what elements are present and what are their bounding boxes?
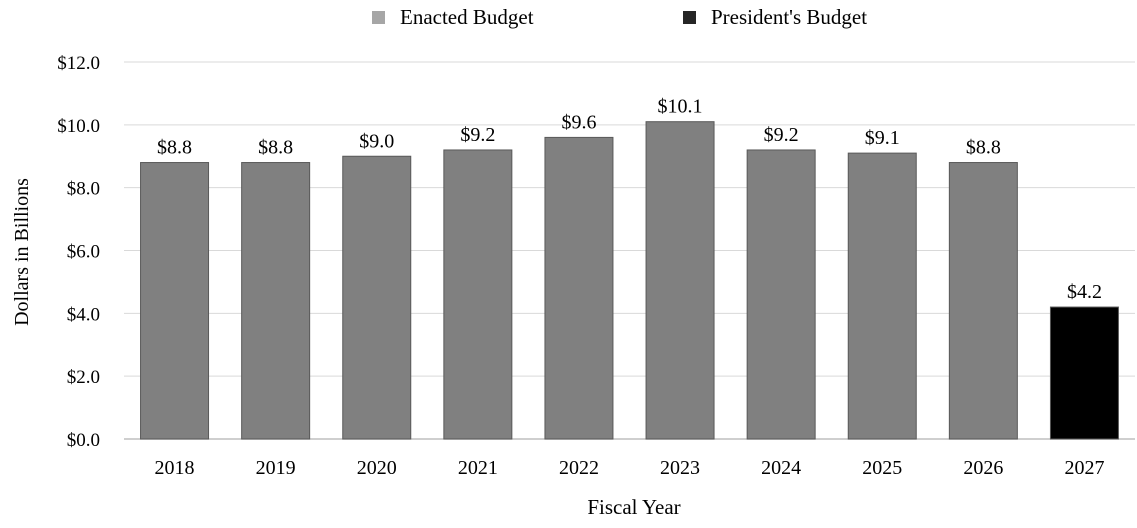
y-tick-label: $12.0 (57, 53, 100, 74)
x-tick-label: 2026 (963, 457, 1003, 479)
y-tick-label: $0.0 (67, 430, 100, 451)
data-label-2020: $9.0 (359, 130, 394, 152)
y-axis-ticks: $0.0 $2.0 $4.0 $6.0 $8.0 $10.0 $12.0 (57, 53, 100, 451)
legend-label-presidents: President's Budget (711, 5, 867, 29)
bars (140, 121, 1119, 440)
legend-swatch-enacted (372, 11, 385, 24)
data-label-2018: $8.8 (157, 137, 192, 159)
y-tick-label: $6.0 (67, 242, 100, 263)
y-tick-label: $2.0 (67, 367, 100, 388)
x-axis-ticks: 2018 2019 2020 2021 2022 2023 2024 2025 2026 2027 (155, 457, 1105, 479)
bar-2026 (948, 162, 1018, 440)
x-tick-label: 2020 (357, 457, 397, 479)
data-labels: $8.8 $8.8 $9.0 $9.2 $9.6 $10.1 $9.2 $9.1 $8.8 $4.… (157, 96, 1102, 303)
bar-2025 (847, 152, 917, 440)
bar-2024 (746, 149, 816, 440)
x-tick-label: 2022 (559, 457, 599, 479)
bar-2027 (1049, 306, 1119, 440)
data-label-2023: $10.1 (658, 96, 703, 118)
data-label-2024: $9.2 (764, 124, 799, 146)
y-tick-label: $10.0 (57, 116, 100, 137)
legend: Enacted Budget President's Budget (372, 5, 867, 29)
legend-swatch-presidents (683, 11, 696, 24)
data-label-2022: $9.6 (561, 111, 596, 133)
bar-2023 (645, 121, 715, 440)
x-tick-label: 2024 (761, 457, 801, 479)
data-label-2026: $8.8 (966, 137, 1001, 159)
data-label-2025: $9.1 (865, 127, 900, 149)
x-tick-label: 2019 (256, 457, 296, 479)
data-label-2021: $9.2 (460, 124, 495, 146)
x-tick-label: 2018 (155, 457, 195, 479)
x-axis-title: Fiscal Year (587, 495, 680, 519)
bar-2019 (241, 162, 311, 440)
bar-2021 (443, 149, 513, 440)
x-tick-label: 2025 (862, 457, 902, 479)
y-tick-label: $8.0 (67, 179, 100, 200)
data-label-2027: $4.2 (1067, 281, 1102, 303)
bar-2018 (140, 162, 210, 440)
x-tick-label: 2027 (1064, 457, 1104, 479)
x-tick-label: 2021 (458, 457, 498, 479)
y-axis-title: Dollars in Billions (11, 178, 33, 326)
bar-2020 (342, 155, 412, 440)
data-label-2019: $8.8 (258, 137, 293, 159)
bar-2022 (544, 136, 614, 440)
y-tick-label: $4.0 (67, 304, 100, 325)
legend-label-enacted: Enacted Budget (400, 5, 534, 29)
x-tick-label: 2023 (660, 457, 700, 479)
